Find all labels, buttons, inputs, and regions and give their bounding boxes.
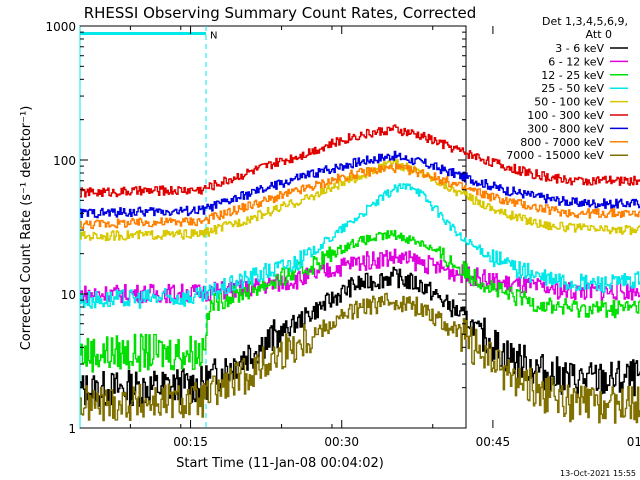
series-line-25-50-kev (80, 183, 640, 309)
series-line-50-100-kev (80, 158, 640, 242)
legend-label-6-12-kev: 6 - 12 keV (548, 55, 604, 68)
series-line-7000-15000-kev (80, 292, 640, 424)
y-tick-label: 1 (68, 422, 76, 436)
plot-frame (79, 25, 467, 429)
legend-header-detectors: Det 1,3,4,5,6,9, (542, 15, 628, 28)
x-tick-label: 01:00 (627, 435, 640, 449)
legend-label-7000-15000-kev: 7000 - 15000 keV (506, 149, 604, 162)
series-line-800-7000-kev (80, 163, 640, 230)
y-axis-label: Corrected Count Rate (s⁻¹ detector⁻¹) (19, 106, 34, 351)
legend-label-800-7000-kev: 800 - 7000 keV (520, 136, 604, 149)
series-line-12-25-kev (80, 229, 640, 373)
y-tick-label: 1000 (45, 20, 76, 34)
series-line-100-300-kev (80, 124, 640, 198)
legend-label-300-800-kev: 300 - 800 keV (527, 122, 604, 135)
legend-label-25-50-kev: 25 - 50 keV (541, 82, 604, 95)
legend-label-100-300-kev: 100 - 300 keV (527, 109, 604, 122)
flag-bars: N (80, 30, 217, 41)
flag-lines (79, 26, 207, 428)
series-line-300-800-kev (80, 150, 640, 219)
x-tick-label: 00:30 (324, 435, 359, 449)
x-axis-label: Start Time (11-Jan-08 00:04:02) (176, 456, 384, 471)
x-tick-label: 00:45 (476, 435, 511, 449)
legend-label-12-25-kev: 12 - 25 keV (541, 69, 604, 82)
flag-bar-label: N (210, 30, 217, 41)
legend-header-attenuator: Att 0 (586, 28, 612, 41)
series-lines (80, 124, 640, 424)
generation-timestamp: 13-Oct-2021 15:55 (560, 469, 636, 478)
x-tick-label: 00:15 (173, 435, 208, 449)
y-axis: 1 10 100 1000 (45, 20, 466, 436)
legend-label-50-100-kev: 50 - 100 keV (534, 96, 604, 109)
plot-area: N (79, 25, 640, 429)
chart-title: RHESSI Observing Summary Count Rates, Co… (84, 4, 477, 22)
y-tick-label: 10 (61, 288, 76, 302)
y-tick-label: 100 (53, 154, 76, 168)
legend-label-3-6-kev: 3 - 6 keV (555, 42, 604, 55)
